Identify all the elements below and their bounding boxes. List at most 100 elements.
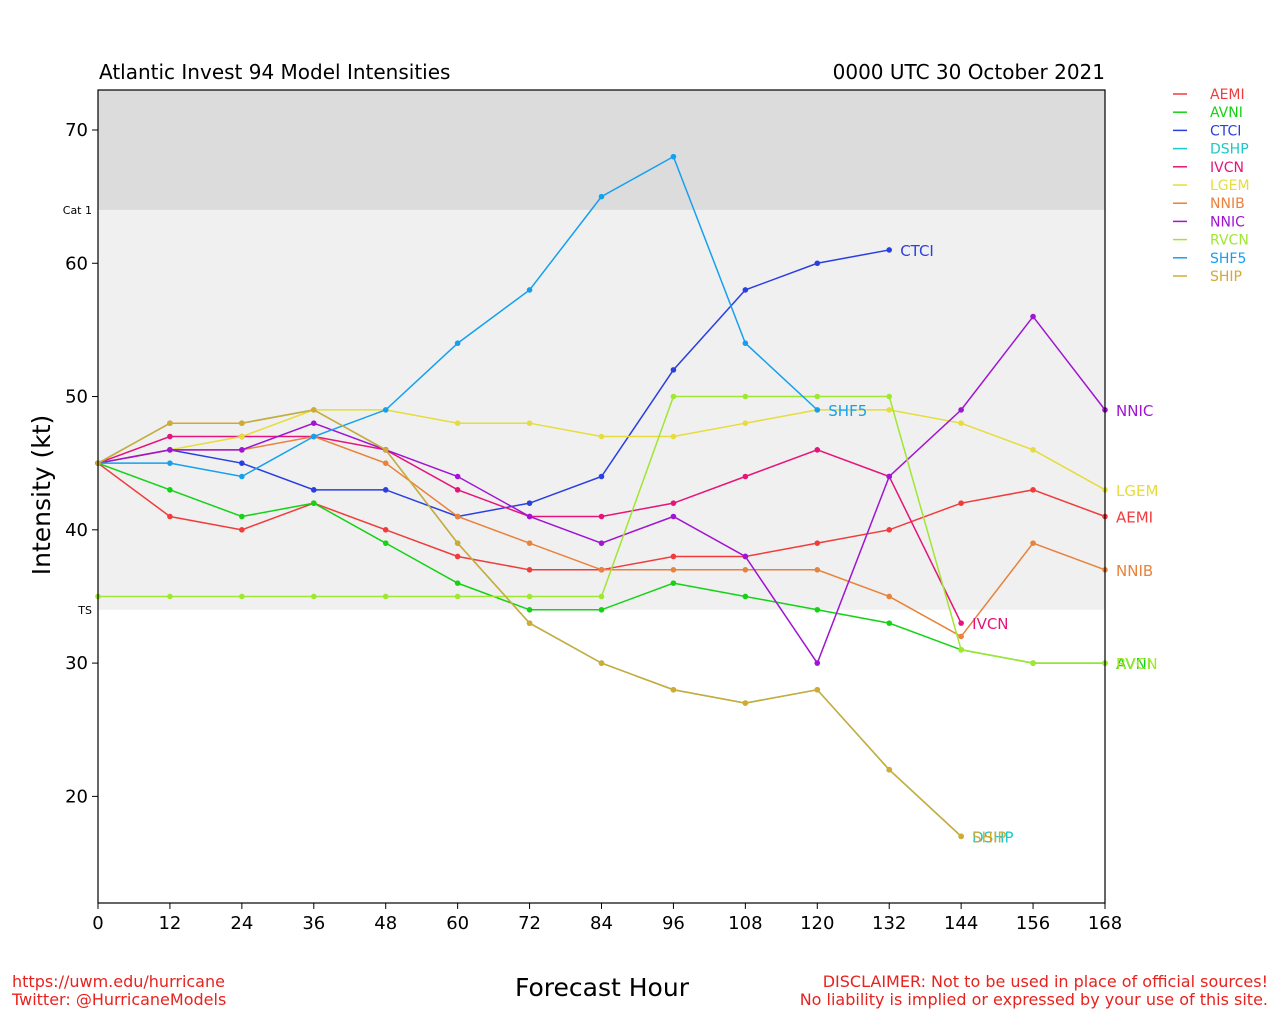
- data-point-lgem: [886, 407, 893, 413]
- data-point-ivcn: [814, 447, 821, 453]
- x-tick-label: 48: [374, 913, 397, 934]
- data-point-ctci: [310, 487, 317, 493]
- data-point-nnic: [958, 407, 964, 413]
- x-tick-label: 36: [302, 913, 325, 934]
- data-point-nnib: [670, 567, 677, 573]
- y-tick-label: 30: [65, 653, 88, 674]
- data-point-rvcn: [167, 593, 173, 600]
- end-label-aemi: AEMI: [1116, 508, 1153, 526]
- data-point-ship: [814, 686, 821, 693]
- data-point-rvcn: [886, 393, 893, 400]
- x-tick-label: 72: [518, 913, 541, 934]
- x-tick-label: 96: [662, 913, 685, 934]
- legend-label: NNIB: [1210, 196, 1245, 212]
- end-label-lgem: LGEM: [1116, 482, 1158, 500]
- data-point-lgem: [598, 433, 605, 440]
- data-point-ctci: [742, 287, 749, 293]
- footer-links: https://uwm.edu/hurricane Twitter: @Hurr…: [12, 973, 226, 1009]
- data-point-nnic: [742, 553, 749, 560]
- legend-label: LGEM: [1210, 178, 1250, 194]
- data-point-nnib: [454, 513, 461, 520]
- data-point-lgem: [670, 433, 677, 440]
- threshold-label: TS: [77, 604, 92, 617]
- data-point-ivcn: [598, 513, 605, 520]
- legend-item-ivcn: IVCN: [1173, 160, 1244, 176]
- data-point-shf5: [814, 407, 821, 413]
- data-point-lgem: [526, 420, 533, 426]
- data-point-lgem: [239, 433, 245, 440]
- data-point-nnic: [886, 473, 893, 480]
- data-point-rvcn: [526, 593, 533, 600]
- data-point-shf5: [598, 193, 605, 200]
- data-point-avni: [167, 487, 173, 493]
- disclaimer-line-2: No liability is implied or expressed by …: [799, 990, 1268, 1009]
- data-point-ship: [239, 420, 245, 426]
- data-point-nnib: [814, 567, 821, 573]
- data-point-avni: [886, 620, 893, 626]
- end-label-ctci: CTCI: [900, 242, 934, 260]
- data-point-shf5: [167, 460, 173, 466]
- data-point-nnic: [310, 420, 317, 426]
- data-point-nnib: [382, 460, 389, 466]
- end-label-nnib: NNIB: [1116, 562, 1153, 580]
- data-point-avni: [454, 580, 461, 586]
- data-point-shf5: [526, 287, 533, 293]
- data-point-nnib: [598, 567, 605, 573]
- data-point-ctci: [526, 500, 533, 506]
- data-point-aemi: [814, 540, 821, 546]
- website-link[interactable]: https://uwm.edu/hurricane: [12, 972, 225, 991]
- data-point-nnib: [742, 567, 749, 573]
- data-point-ctci: [886, 247, 893, 253]
- data-point-nnic: [239, 447, 245, 453]
- data-point-nnic: [670, 513, 677, 520]
- data-point-nnib: [958, 633, 964, 640]
- legend-item-avni: AVNI: [1173, 105, 1243, 121]
- data-point-aemi: [382, 527, 389, 533]
- data-point-ivcn: [454, 487, 461, 493]
- legend-label: RVCN: [1210, 233, 1249, 249]
- legend-item-rvcn: RVCN: [1173, 233, 1249, 249]
- legend-item-nnib: NNIB: [1173, 196, 1245, 212]
- x-tick-label: 168: [1088, 913, 1122, 934]
- x-tick-label: 60: [446, 913, 469, 934]
- data-point-ivcn: [958, 620, 964, 626]
- legend-item-lgem: LGEM: [1173, 178, 1250, 194]
- data-point-aemi: [167, 513, 173, 520]
- data-point-lgem: [958, 420, 964, 426]
- data-point-ivcn: [742, 473, 749, 480]
- x-tick-label: 24: [230, 913, 253, 934]
- chart-title: Atlantic Invest 94 Model Intensities: [99, 60, 450, 84]
- data-point-ship: [167, 420, 173, 426]
- data-point-aemi: [1030, 487, 1036, 493]
- y-tick-label: 70: [65, 120, 88, 141]
- legend-label: AVNI: [1210, 105, 1243, 121]
- data-point-shf5: [454, 340, 461, 347]
- legend-label: CTCI: [1210, 123, 1241, 139]
- data-point-aemi: [526, 567, 533, 573]
- end-label-nnic: NNIC: [1116, 402, 1153, 420]
- data-point-ship: [382, 447, 389, 453]
- data-point-shf5: [239, 473, 245, 480]
- data-point-ship: [454, 540, 461, 546]
- x-tick-label: 132: [872, 913, 906, 934]
- data-point-rvcn: [310, 593, 317, 600]
- data-point-rvcn: [239, 593, 245, 600]
- data-point-rvcn: [814, 393, 821, 400]
- data-point-ctci: [382, 487, 389, 493]
- data-point-nnib: [1030, 540, 1036, 546]
- data-point-rvcn: [670, 393, 677, 400]
- data-point-avni: [670, 580, 677, 586]
- legend-item-ctci: CTCI: [1173, 123, 1241, 139]
- data-point-rvcn: [598, 593, 605, 600]
- end-label-ship: SHIP: [972, 828, 1006, 846]
- end-label-ivcn: IVCN: [972, 615, 1008, 633]
- data-point-ivcn: [167, 433, 173, 440]
- data-point-lgem: [454, 420, 461, 426]
- disclaimer-line-1: DISCLAIMER: Not to be used in place of o…: [822, 972, 1268, 991]
- series-avni: [95, 460, 1108, 666]
- data-point-avni: [598, 606, 605, 613]
- data-point-rvcn: [742, 393, 749, 400]
- legend-label: SHIP: [1210, 269, 1242, 285]
- data-point-nnib: [886, 593, 893, 600]
- y-tick-label: 60: [65, 253, 88, 274]
